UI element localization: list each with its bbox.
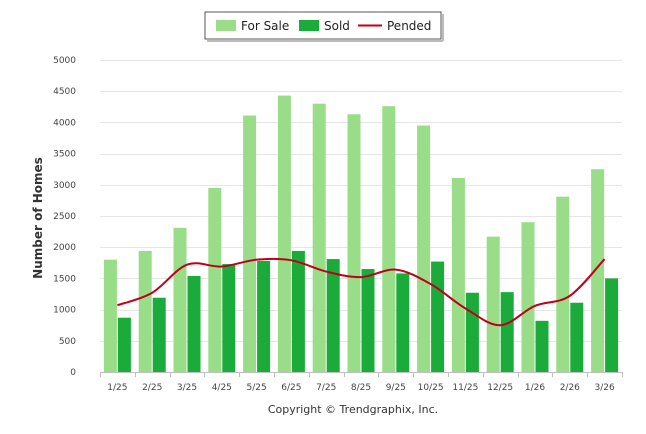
bar-for-sale-3-26 bbox=[591, 169, 605, 372]
x-tick-2-25: 2/25 bbox=[142, 383, 162, 393]
bar-for-sale-11-25 bbox=[451, 177, 465, 372]
y-tick-0: 0 bbox=[70, 368, 76, 378]
y-tick-4500: 4500 bbox=[53, 87, 76, 97]
bar-sold-2-26 bbox=[570, 302, 584, 372]
legend-label-for-sale: For Sale bbox=[241, 19, 289, 33]
y-tick-2500: 2500 bbox=[53, 212, 76, 222]
legend-item-for-sale[interactable]: For Sale bbox=[216, 19, 289, 33]
legend-swatch-for-sale bbox=[216, 20, 236, 31]
y-tick-2000: 2000 bbox=[53, 243, 76, 253]
bar-for-sale-1-25 bbox=[103, 259, 117, 372]
x-tick-11-25: 11/25 bbox=[452, 383, 478, 393]
bar-sold-1-25 bbox=[117, 317, 131, 372]
x-tick-5-25: 5/25 bbox=[246, 383, 266, 393]
bar-sold-1-26 bbox=[535, 320, 549, 372]
y-tick-4000: 4000 bbox=[53, 118, 76, 128]
bar-sold-11-25 bbox=[465, 292, 479, 372]
x-tick-1-26: 1/26 bbox=[525, 383, 545, 393]
y-tick-5000: 5000 bbox=[53, 56, 76, 66]
bar-for-sale-9-25 bbox=[382, 106, 396, 373]
legend-shadow bbox=[442, 14, 444, 41]
bar-for-sale-1-26 bbox=[521, 222, 535, 372]
x-tick-9-25: 9/25 bbox=[386, 383, 406, 393]
bar-for-sale-4-25 bbox=[208, 187, 222, 372]
gridlines bbox=[100, 60, 622, 342]
bar-for-sale-10-25 bbox=[417, 125, 431, 373]
legend-label-pended: Pended bbox=[387, 19, 431, 33]
legend-swatch-sold bbox=[299, 20, 319, 31]
bar-sold-3-25 bbox=[187, 275, 201, 372]
x-tick-7-25: 7/25 bbox=[316, 383, 336, 393]
y-axis-title: Number of Homes bbox=[31, 157, 45, 279]
bar-sold-12-25 bbox=[500, 292, 514, 372]
bars bbox=[103, 95, 619, 373]
x-tick-2-26: 2/26 bbox=[560, 383, 580, 393]
bar-for-sale-12-25 bbox=[486, 236, 500, 372]
y-tick-1500: 1500 bbox=[53, 274, 76, 284]
bar-for-sale-2-25 bbox=[138, 250, 152, 372]
y-tick-500: 500 bbox=[59, 337, 76, 347]
bar-sold-5-25 bbox=[257, 260, 271, 372]
x-tick-12-25: 12/25 bbox=[487, 383, 513, 393]
legend-shadow-bottom bbox=[207, 40, 443, 42]
bar-sold-8-25 bbox=[361, 269, 375, 372]
copyright-footer: Copyright © Trendgraphix, Inc. bbox=[268, 403, 438, 416]
bar-sold-4-25 bbox=[222, 264, 236, 372]
bar-sold-10-25 bbox=[431, 261, 445, 372]
legend-item-pended[interactable]: Pended bbox=[358, 19, 431, 33]
x-tick-6-25: 6/25 bbox=[281, 383, 301, 393]
pended-line bbox=[117, 257, 606, 327]
legend-item-sold[interactable]: Sold bbox=[299, 19, 350, 33]
x-tick-10-25: 10/25 bbox=[418, 383, 444, 393]
bar-for-sale-7-25 bbox=[312, 103, 326, 373]
bar-for-sale-2-26 bbox=[556, 196, 570, 372]
x-tick-labels: 1/25 2/25 3/25 4/25 5/25 6/25 7/25 8/25 9/25 10/2… bbox=[100, 372, 623, 393]
bar-for-sale-8-25 bbox=[347, 114, 361, 373]
bar-sold-3-26 bbox=[605, 278, 619, 372]
bar-sold-7-25 bbox=[326, 259, 340, 372]
y-tick-labels: 0 500 1000 1500 2000 2500 3000 3500 4000 4500 5000 bbox=[53, 56, 76, 378]
x-tick-4-25: 4/25 bbox=[212, 383, 232, 393]
y-tick-3500: 3500 bbox=[53, 150, 76, 160]
bar-sold-9-25 bbox=[396, 273, 410, 372]
bar-sold-2-25 bbox=[152, 297, 166, 372]
legend-label-sold: Sold bbox=[324, 19, 350, 33]
legend: For Sale Sold Pended bbox=[204, 11, 444, 42]
bar-for-sale-5-25 bbox=[243, 115, 257, 372]
bar-sold-6-25 bbox=[291, 250, 305, 372]
y-tick-1000: 1000 bbox=[53, 306, 76, 316]
legend-box bbox=[204, 11, 442, 40]
x-tick-3-25: 3/25 bbox=[177, 383, 197, 393]
x-tick-1-25: 1/25 bbox=[107, 383, 127, 393]
x-tick-8-25: 8/25 bbox=[351, 383, 371, 393]
y-tick-3000: 3000 bbox=[53, 181, 76, 191]
x-tick-3-26: 3/26 bbox=[594, 383, 614, 393]
bar-for-sale-6-25 bbox=[277, 95, 291, 373]
bar-for-sale-3-25 bbox=[173, 227, 187, 372]
